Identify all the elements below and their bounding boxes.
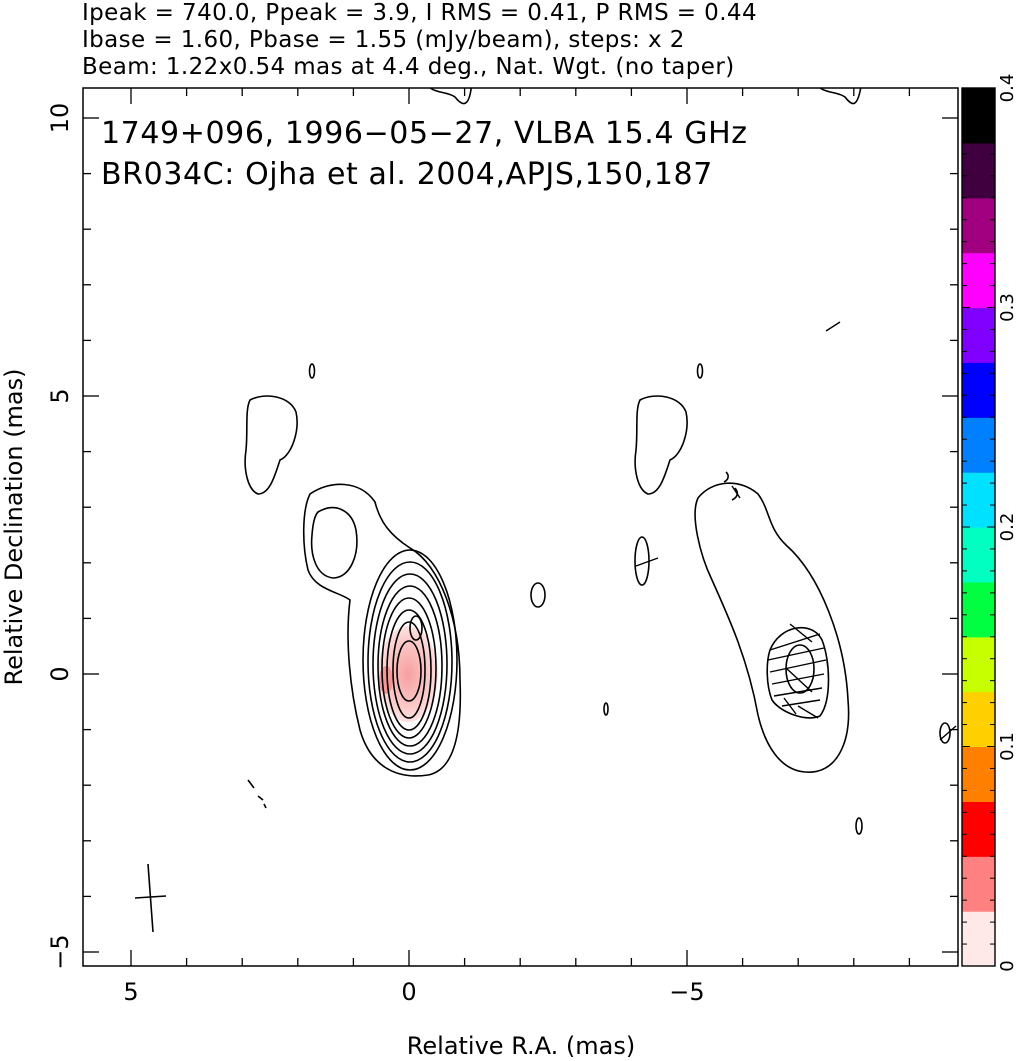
colorbar-tick-label: 0.2 (997, 513, 1018, 542)
x-tick-label: −5 (669, 978, 704, 1006)
left-contour-2 (362, 549, 458, 771)
left-contours (244, 88, 609, 809)
right-islet-4 (855, 817, 863, 835)
colorbar-tick-label: 0 (997, 960, 1018, 971)
header-line-2: Ibase = 1.60, Pbase = 1.55 (mJy/beam), s… (82, 27, 685, 53)
y-tick-label: 10 (46, 103, 74, 134)
y-axis: −5 0 5 10 (46, 103, 958, 970)
left-contour-7 (386, 609, 432, 731)
colorbar-segment (962, 636, 995, 693)
colorbar-tick-label: 0.3 (997, 293, 1018, 322)
left-hole-contour (310, 506, 358, 579)
left-islet-2 (530, 582, 546, 608)
colorbar-segment (962, 197, 995, 254)
polarization-color-knot (379, 666, 393, 694)
colorbar-tick-label: 0.4 (997, 74, 1018, 103)
colorbar-segment (962, 307, 995, 363)
x-axis: 5 0 −5 (123, 88, 911, 1006)
header-line-1: Ipeak = 740.0, Ppeak = 3.9, I RMS = 0.41… (82, 0, 757, 26)
right-islet-nw (634, 395, 688, 495)
y-axis-label: Relative Declination (mas) (0, 368, 28, 685)
colorbar-segment (962, 88, 995, 144)
colorbar-segment (962, 527, 995, 583)
right-islet-5 (723, 471, 739, 501)
y-tick-label: −5 (46, 934, 74, 969)
beam-cross (134, 863, 167, 933)
colorbar-segment (962, 911, 995, 967)
annotation-line-1: 1749+096, 1996−05−27, VLBA 15.4 GHz (101, 116, 748, 151)
left-knot-contour (409, 615, 423, 641)
y-tick-label: 0 (46, 666, 74, 681)
colorbar-segment (962, 362, 995, 418)
right-inner-contour-1 (766, 626, 830, 719)
right-outer-contour (694, 482, 850, 773)
evpa-vectors (635, 321, 957, 741)
colorbar-segment (962, 746, 995, 802)
right-islet-3 (939, 722, 951, 744)
left-contour-4 (372, 573, 448, 755)
colorbar-segment (962, 801, 995, 857)
left-islet-nw (244, 395, 298, 495)
colorbar-tick-label: 0.1 (997, 732, 1018, 761)
left-islet-1 (308, 363, 316, 379)
colorbar-segment (962, 581, 995, 638)
left-contour-3 (367, 561, 453, 763)
left-contour-5 (377, 585, 443, 747)
top-contour-right (819, 88, 862, 105)
colorbar: 0 0.1 0.2 0.3 0.4 (961, 74, 1018, 972)
right-contours (634, 88, 951, 835)
colorbar-segment (962, 252, 995, 309)
left-outer-contour (302, 483, 462, 777)
colorbar-segment (962, 856, 995, 912)
plot-contents: 1749+096, 1996−05−27, VLBA 15.4 GHz BR03… (101, 88, 957, 933)
x-axis-label: Relative R.A. (mas) (407, 1032, 635, 1060)
annotation-line-2: BR034C: Ojha et al. 2004,APJS,150,187 (101, 157, 713, 192)
colorbar-segment (962, 472, 995, 528)
y-tick-label: 5 (46, 388, 74, 403)
left-islet-4 (247, 779, 267, 809)
left-islet-3 (603, 702, 609, 716)
colorbar-segment (962, 142, 995, 199)
colorbar-segment (962, 691, 995, 748)
x-tick-label: 0 (401, 978, 416, 1006)
left-inner-contour (396, 640, 422, 702)
header-line-3: Beam: 1.22x0.54 mas at 4.4 deg., Nat. Wg… (82, 54, 735, 80)
top-contour-left (429, 88, 472, 105)
plot-frame (82, 87, 959, 967)
colorbar-segment (962, 417, 995, 473)
left-contour-8 (392, 621, 426, 719)
left-contour-6 (381, 597, 437, 739)
x-tick-label: 5 (123, 978, 138, 1006)
right-islet-2 (696, 363, 704, 379)
